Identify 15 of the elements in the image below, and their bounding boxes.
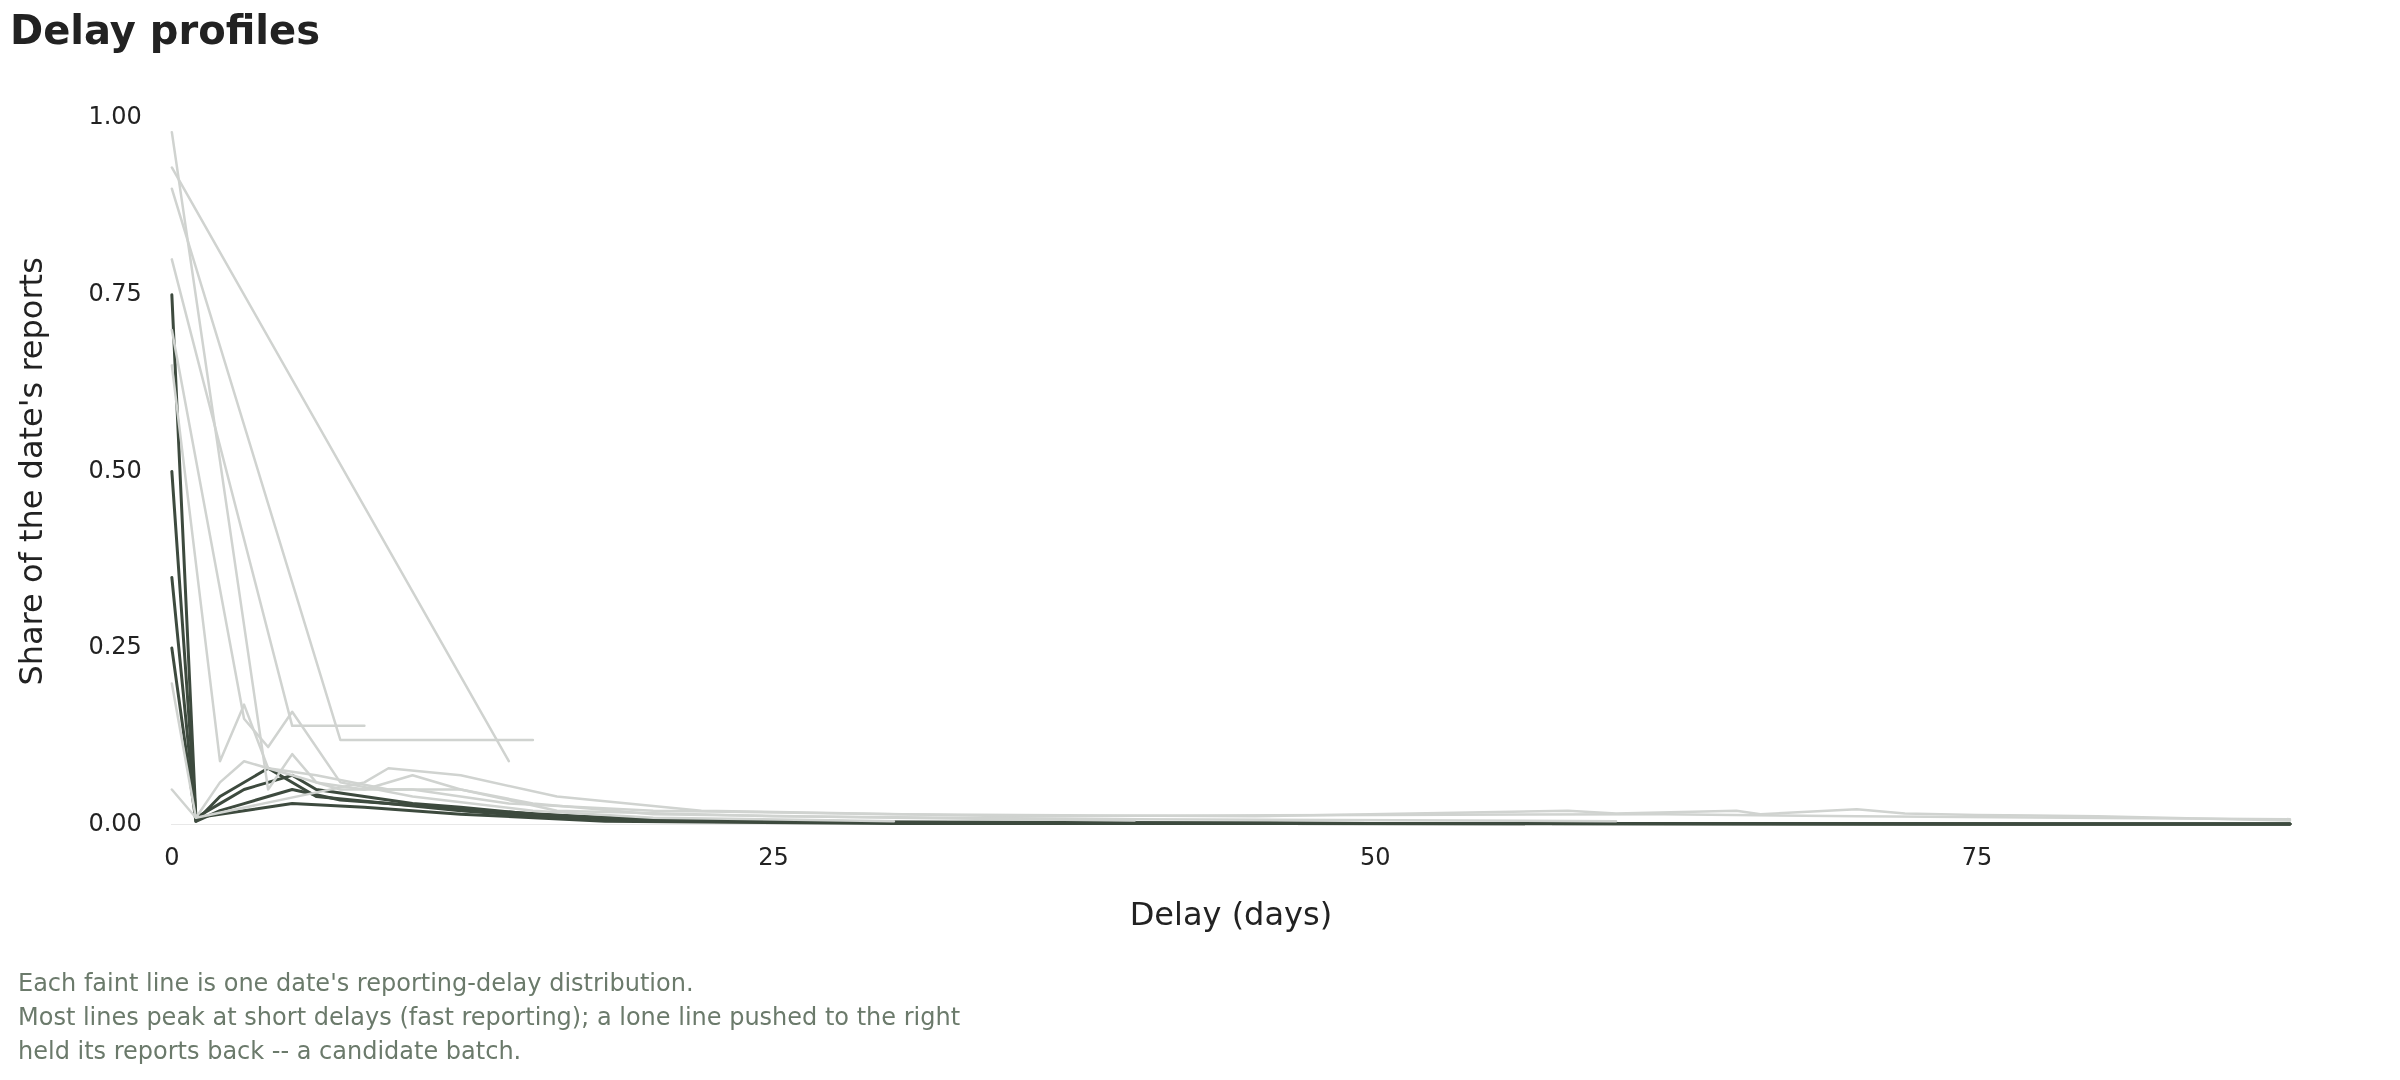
text: held its reports back -- a candidate batch. <box>18 1036 523 1067</box>
x-tick-label: 25 <box>758 843 789 872</box>
y-axis-title: Share of the date's reports <box>11 257 50 686</box>
y-tick-label: 0.50 <box>88 455 142 484</box>
chart-title: Delay profiles <box>10 7 320 54</box>
x-axis-title: Delay (days) <box>1129 895 1333 934</box>
y-tick-label: 0.75 <box>88 278 142 307</box>
y-tick-label: 1.00 <box>88 102 142 131</box>
text: Each faint line is one date's reporting-delay distribution. <box>18 968 695 999</box>
y-tick-label: 0.00 <box>88 809 142 838</box>
text: Most lines peak at short delays (fast reporting); a lone line pushed to the right <box>18 1002 961 1033</box>
y-tick-label: 0.25 <box>88 632 142 661</box>
x-tick-label: 50 <box>1360 843 1391 872</box>
x-tick-label: 75 <box>1961 843 1993 872</box>
x-tick-label: 0 <box>164 843 180 872</box>
